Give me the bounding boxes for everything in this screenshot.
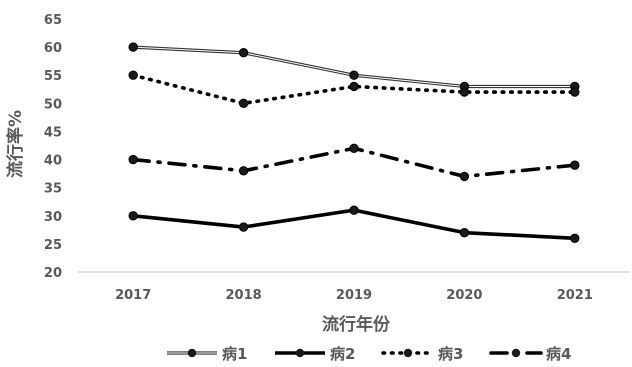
data-point: [128, 42, 138, 52]
y-tick-label: 30: [44, 210, 62, 225]
series-line-inner: [133, 46, 575, 87]
axes: 20 25 30 35 40 45 50 55 60 65 2017 2018 2019 2020 2021: [44, 13, 630, 303]
legend-label: 病3: [438, 345, 463, 363]
series-layer: [128, 42, 580, 243]
legend-entry: 病2: [275, 345, 355, 363]
x-tick-label: 2021: [557, 288, 593, 303]
y-tick-label: 60: [44, 41, 62, 56]
data-point: [128, 70, 138, 80]
y-tick-label: 45: [44, 125, 62, 140]
x-axis-label: 流行年份: [322, 314, 391, 335]
legend: 病1 病2 病3 病4: [167, 345, 571, 363]
legend-entry: 病1: [167, 345, 247, 363]
y-tick-label: 20: [44, 266, 62, 281]
series-line: [131, 73, 577, 106]
data-point: [349, 205, 359, 215]
data-point: [349, 70, 359, 80]
data-point: [459, 87, 470, 97]
data-point: [570, 160, 580, 170]
data-point: [238, 48, 249, 58]
data-point: [238, 166, 249, 176]
data-point: [238, 98, 249, 109]
data-point: [570, 87, 580, 97]
series-4: [128, 143, 580, 182]
legend-entry: 病4: [489, 345, 571, 363]
legend-label: 病2: [330, 345, 355, 363]
legend-label: 病1: [222, 345, 247, 363]
data-point: [570, 233, 580, 243]
data-point: [128, 154, 138, 165]
x-tick-label: 2020: [446, 288, 482, 303]
data-point: [459, 227, 470, 238]
y-tick-label: 35: [44, 182, 62, 197]
x-tick-label: 2019: [336, 288, 372, 303]
legend-marker: [187, 348, 197, 358]
series-1: [128, 42, 580, 92]
y-tick-label: 40: [44, 154, 62, 169]
data-point: [128, 211, 138, 221]
y-tick-label: 50: [44, 97, 62, 112]
legend-marker: [403, 348, 413, 358]
data-point: [238, 222, 249, 232]
y-tick-label: 55: [44, 69, 62, 84]
series-line: [133, 45, 575, 89]
y-axis-label: 流行率%: [5, 110, 26, 178]
x-tick-label: 2017: [115, 288, 151, 303]
series-3: [128, 70, 580, 109]
y-tick-label: 65: [44, 13, 62, 28]
data-point: [349, 81, 359, 92]
data-point: [459, 171, 470, 182]
series-2: [128, 205, 580, 243]
y-tick-label: 25: [44, 238, 62, 253]
data-point: [349, 143, 359, 154]
legend-entry: 病3: [381, 345, 463, 363]
legend-marker: [295, 348, 305, 358]
legend-marker: [511, 348, 521, 358]
x-tick-label: 2018: [226, 288, 262, 303]
legend-label: 病4: [546, 345, 571, 363]
